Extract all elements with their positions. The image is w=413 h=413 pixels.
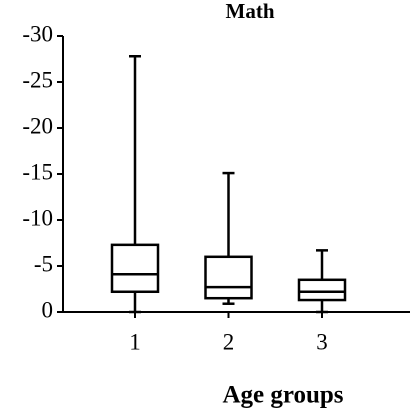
y-tick-label: -20 <box>22 113 53 138</box>
y-tick-label: -5 <box>34 251 53 276</box>
box <box>110 243 160 294</box>
box <box>204 255 253 300</box>
y-tick-label: 0 <box>42 297 54 322</box>
y-tick-label: -25 <box>22 67 53 92</box>
y-tick-label: -30 <box>22 21 53 46</box>
x-tick-label: 2 <box>223 329 235 354</box>
x-tick-label: 1 <box>129 329 141 354</box>
x-axis-label: Age groups <box>222 382 343 409</box>
y-tick-label: -10 <box>22 205 53 230</box>
y-tick-label: -15 <box>22 159 53 184</box>
chart-title: Math <box>226 0 275 23</box>
x-tick-label: 3 <box>316 329 328 354</box>
box <box>297 278 347 302</box>
